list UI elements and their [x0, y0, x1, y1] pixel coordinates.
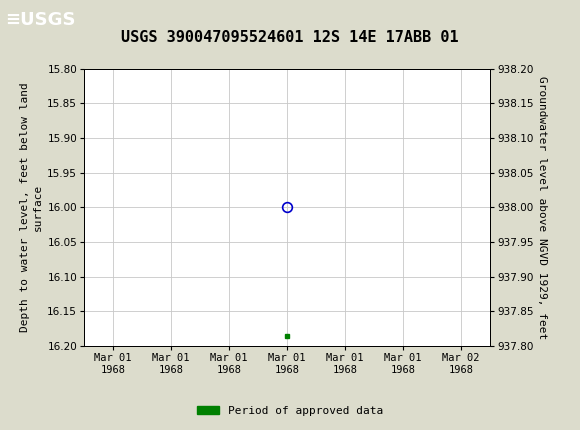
Legend: Period of approved data: Period of approved data [193, 401, 387, 420]
Y-axis label: Depth to water level, feet below land
surface: Depth to water level, feet below land su… [20, 83, 43, 332]
Y-axis label: Groundwater level above NGVD 1929, feet: Groundwater level above NGVD 1929, feet [538, 76, 548, 339]
Text: USGS 390047095524601 12S 14E 17ABB 01: USGS 390047095524601 12S 14E 17ABB 01 [121, 30, 459, 45]
Text: ≡USGS: ≡USGS [5, 11, 75, 29]
